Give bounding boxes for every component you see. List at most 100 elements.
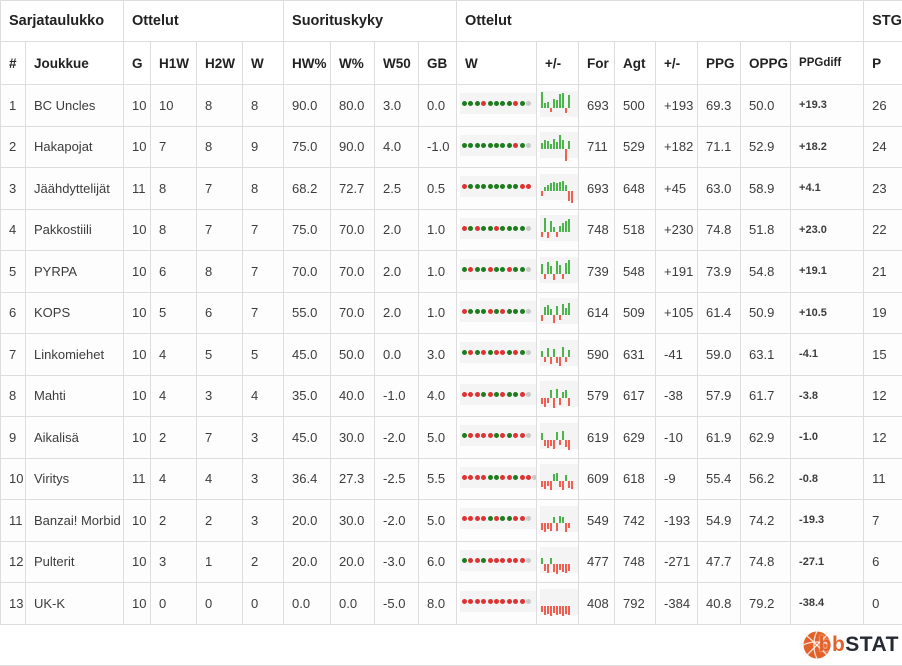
stat-cell-p: 12 (864, 375, 902, 417)
negative-margin-bar (559, 398, 561, 405)
positive-margin-bar (547, 348, 549, 357)
negative-margin-bar (550, 606, 552, 616)
logo-text-bb: bb (819, 633, 846, 657)
negative-margin-bar (562, 564, 564, 572)
group-header-ottelut-2: Ottelut (457, 1, 864, 42)
rank-cell: 11 (1, 500, 26, 542)
loss-dot (488, 599, 493, 604)
loss-dot (520, 558, 525, 563)
positive-margin-bar (562, 392, 564, 398)
team-name: Pakkostiili (26, 209, 124, 251)
loss-dot (488, 392, 493, 397)
stat-cell-h2w: 7 (197, 209, 243, 251)
positive-margin-bar (556, 142, 558, 149)
win-dot (481, 392, 486, 397)
stat-cell-agt: 792 (615, 583, 656, 625)
stat-cell-ppg: 57.9 (698, 375, 741, 417)
stat-cell-h2w: 2 (197, 500, 243, 542)
loss-dot (513, 599, 518, 604)
negative-margin-bar (544, 481, 546, 489)
plusminus-sparkline (537, 85, 579, 127)
stat-cell-h1w: 7 (151, 126, 197, 168)
stat-cell-gb: -1.0 (419, 126, 457, 168)
stat-cell-w: 4 (243, 375, 284, 417)
positive-margin-bar (562, 347, 564, 357)
stat-cell-w: 3 (243, 417, 284, 459)
negative-margin-bar (544, 523, 546, 532)
negative-margin-bar (553, 398, 555, 408)
win-dot (468, 101, 473, 106)
stat-cell-ppg: 54.9 (698, 500, 741, 542)
positive-margin-bar (568, 95, 570, 108)
negative-margin-bar (541, 232, 543, 237)
results-dots (457, 251, 537, 293)
win-dot (513, 226, 518, 231)
stat-cell-ppgdiff: -4.1 (791, 334, 864, 376)
pending-dot (526, 143, 531, 148)
bbstat-logo[interactable]: bb STAT (802, 630, 899, 660)
negative-margin-bar (565, 564, 567, 573)
stat-cell-w_pct: 30.0 (331, 500, 375, 542)
stat-cell-for: 579 (579, 375, 615, 417)
win-dot (462, 267, 467, 272)
stat-cell-agt: 509 (615, 292, 656, 334)
win-dot (513, 475, 518, 480)
positive-margin-bar (541, 264, 543, 274)
negative-margin-bar (559, 315, 561, 320)
stat-cell-oppg: 58.9 (741, 168, 791, 210)
loss-dot (468, 558, 473, 563)
loss-dot (520, 475, 525, 480)
stat-cell-gb: 8.0 (419, 583, 457, 625)
results-dots (457, 126, 537, 168)
loss-dot (462, 475, 467, 480)
negative-margin-bar (553, 440, 555, 449)
negative-margin-bar (556, 564, 558, 574)
win-dot (513, 309, 518, 314)
stat-cell-h1w: 8 (151, 209, 197, 251)
negative-margin-bar (550, 523, 552, 531)
positive-margin-bar (553, 182, 555, 191)
win-dot (488, 350, 493, 355)
stat-cell-w50: 0.0 (375, 334, 419, 376)
stat-cell-gb: 0.5 (419, 168, 457, 210)
col-header-h1w: H1W (151, 42, 197, 85)
stat-cell-ppgdiff: +18.2 (791, 126, 864, 168)
col-header-ppgdiff: PPGdiff (791, 42, 864, 85)
stat-cell-hw_pct: 45.0 (284, 334, 331, 376)
negative-margin-bar (568, 191, 570, 201)
negative-margin-bar (559, 481, 561, 487)
plusminus-sparkline (537, 417, 579, 459)
win-dot (507, 143, 512, 148)
win-dot (468, 309, 473, 314)
positive-margin-bar (562, 517, 564, 523)
stat-cell-hw_pct: 75.0 (284, 126, 331, 168)
positive-margin-bar (541, 433, 543, 440)
plusminus-sparkline (537, 500, 579, 542)
positive-margin-bar (553, 474, 555, 481)
negative-margin-bar (550, 481, 552, 490)
loss-dot (507, 558, 512, 563)
stat-cell-w50: -3.0 (375, 541, 419, 583)
positive-margin-bar (553, 227, 555, 232)
pending-dot (526, 516, 531, 521)
stat-cell-ppgdiff: +10.5 (791, 292, 864, 334)
win-dot (494, 143, 499, 148)
loss-dot (500, 599, 505, 604)
negative-margin-bar (547, 440, 549, 448)
team-name: UK-K (26, 583, 124, 625)
col-header-oppg: OPPG (741, 42, 791, 85)
negative-margin-bar (541, 523, 543, 530)
stat-cell-ppg: 59.0 (698, 334, 741, 376)
stat-cell-diff: -41 (656, 334, 698, 376)
loss-dot (500, 350, 505, 355)
result-dot-strip (460, 301, 536, 322)
result-dot-strip (460, 550, 536, 571)
win-dot (520, 226, 525, 231)
positive-margin-bar (553, 139, 555, 149)
stat-cell-p: 24 (864, 126, 902, 168)
win-dot (468, 184, 473, 189)
stat-cell-ppg: 47.7 (698, 541, 741, 583)
win-dot (513, 267, 518, 272)
